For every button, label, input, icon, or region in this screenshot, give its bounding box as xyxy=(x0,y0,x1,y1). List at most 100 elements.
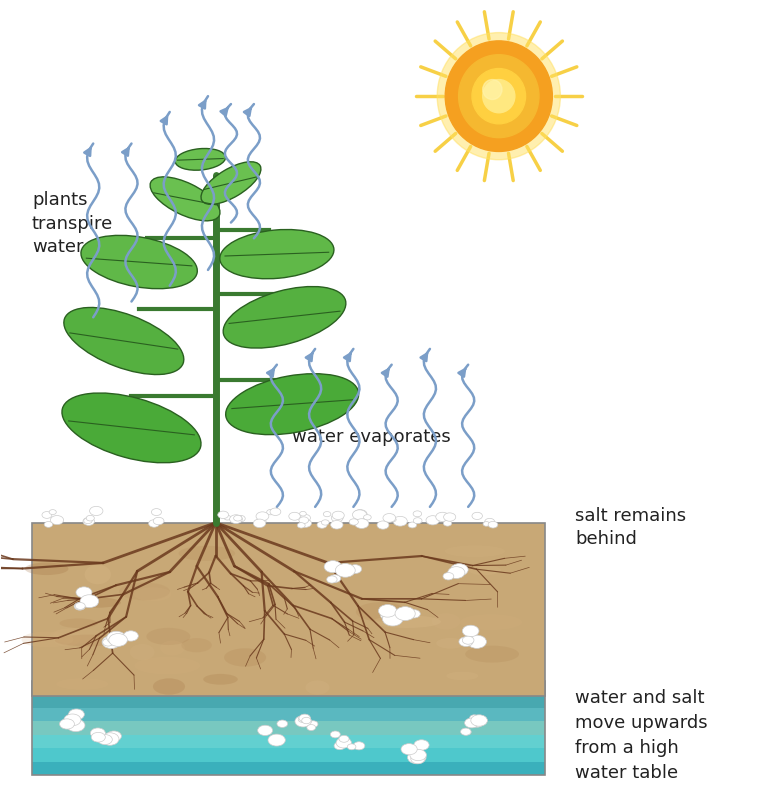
Ellipse shape xyxy=(178,546,235,561)
Ellipse shape xyxy=(64,308,184,374)
Ellipse shape xyxy=(465,718,478,728)
FancyBboxPatch shape xyxy=(32,720,545,735)
Ellipse shape xyxy=(101,733,119,745)
Ellipse shape xyxy=(295,716,312,727)
Circle shape xyxy=(472,68,525,124)
Ellipse shape xyxy=(332,511,344,519)
Ellipse shape xyxy=(389,518,396,522)
Ellipse shape xyxy=(408,751,426,764)
Ellipse shape xyxy=(258,725,273,736)
FancyBboxPatch shape xyxy=(32,692,545,708)
Ellipse shape xyxy=(336,564,356,577)
Ellipse shape xyxy=(382,612,401,625)
Ellipse shape xyxy=(462,729,471,735)
Ellipse shape xyxy=(349,518,359,525)
Ellipse shape xyxy=(124,631,138,641)
Ellipse shape xyxy=(307,724,316,731)
Ellipse shape xyxy=(461,728,471,735)
Ellipse shape xyxy=(220,229,334,279)
Ellipse shape xyxy=(253,519,266,527)
Ellipse shape xyxy=(201,162,261,204)
Ellipse shape xyxy=(306,680,329,695)
Ellipse shape xyxy=(103,638,114,646)
Ellipse shape xyxy=(302,717,311,724)
Ellipse shape xyxy=(459,637,473,646)
Ellipse shape xyxy=(160,641,185,655)
Ellipse shape xyxy=(45,522,53,527)
Text: salt remains
behind: salt remains behind xyxy=(575,507,687,548)
Ellipse shape xyxy=(381,613,390,619)
Ellipse shape xyxy=(355,518,369,528)
Ellipse shape xyxy=(277,720,288,728)
Ellipse shape xyxy=(443,520,452,526)
FancyBboxPatch shape xyxy=(32,679,545,694)
Ellipse shape xyxy=(317,522,327,528)
Ellipse shape xyxy=(353,510,366,520)
Ellipse shape xyxy=(426,516,439,525)
Ellipse shape xyxy=(467,635,486,648)
Ellipse shape xyxy=(298,716,307,722)
Ellipse shape xyxy=(102,636,121,649)
Ellipse shape xyxy=(300,511,306,516)
Ellipse shape xyxy=(175,148,226,170)
Ellipse shape xyxy=(91,728,105,738)
Ellipse shape xyxy=(353,741,365,749)
Ellipse shape xyxy=(233,515,242,521)
Ellipse shape xyxy=(230,514,243,523)
Ellipse shape xyxy=(330,521,343,529)
Circle shape xyxy=(483,80,515,113)
Ellipse shape xyxy=(149,520,160,527)
Ellipse shape xyxy=(134,657,200,675)
Ellipse shape xyxy=(372,615,441,628)
Ellipse shape xyxy=(256,512,269,521)
Ellipse shape xyxy=(90,506,103,515)
Circle shape xyxy=(445,41,552,151)
Ellipse shape xyxy=(465,646,519,663)
Ellipse shape xyxy=(460,614,522,630)
Ellipse shape xyxy=(224,515,231,520)
Ellipse shape xyxy=(326,576,337,583)
Ellipse shape xyxy=(331,514,343,522)
Ellipse shape xyxy=(266,510,274,514)
Ellipse shape xyxy=(60,618,98,628)
Ellipse shape xyxy=(299,517,309,523)
Ellipse shape xyxy=(329,575,341,582)
Ellipse shape xyxy=(74,602,85,610)
Ellipse shape xyxy=(462,636,474,644)
Ellipse shape xyxy=(42,511,52,518)
Ellipse shape xyxy=(67,719,85,732)
Ellipse shape xyxy=(150,177,220,221)
Ellipse shape xyxy=(270,508,281,515)
Ellipse shape xyxy=(204,674,238,685)
FancyBboxPatch shape xyxy=(32,760,545,775)
Ellipse shape xyxy=(84,564,111,584)
FancyBboxPatch shape xyxy=(32,733,545,749)
Ellipse shape xyxy=(107,631,126,644)
Ellipse shape xyxy=(226,374,359,435)
Ellipse shape xyxy=(224,648,266,667)
Ellipse shape xyxy=(462,625,479,637)
Ellipse shape xyxy=(410,749,426,761)
Ellipse shape xyxy=(432,613,460,630)
Ellipse shape xyxy=(300,514,310,522)
Ellipse shape xyxy=(297,522,305,528)
Ellipse shape xyxy=(414,740,429,750)
Ellipse shape xyxy=(444,513,455,521)
Ellipse shape xyxy=(448,567,465,579)
Ellipse shape xyxy=(359,520,367,525)
Ellipse shape xyxy=(322,520,329,525)
Ellipse shape xyxy=(154,518,164,525)
Ellipse shape xyxy=(471,718,484,727)
Ellipse shape xyxy=(55,634,121,646)
Ellipse shape xyxy=(91,733,105,742)
Ellipse shape xyxy=(181,638,212,652)
Ellipse shape xyxy=(488,522,498,528)
Ellipse shape xyxy=(471,715,488,726)
Text: water and salt
move upwards
from a high
water table: water and salt move upwards from a high … xyxy=(575,688,708,782)
Ellipse shape xyxy=(223,287,346,348)
Ellipse shape xyxy=(25,563,68,575)
Ellipse shape xyxy=(451,564,468,576)
Ellipse shape xyxy=(413,511,422,517)
Ellipse shape xyxy=(334,741,346,749)
Ellipse shape xyxy=(109,634,127,646)
